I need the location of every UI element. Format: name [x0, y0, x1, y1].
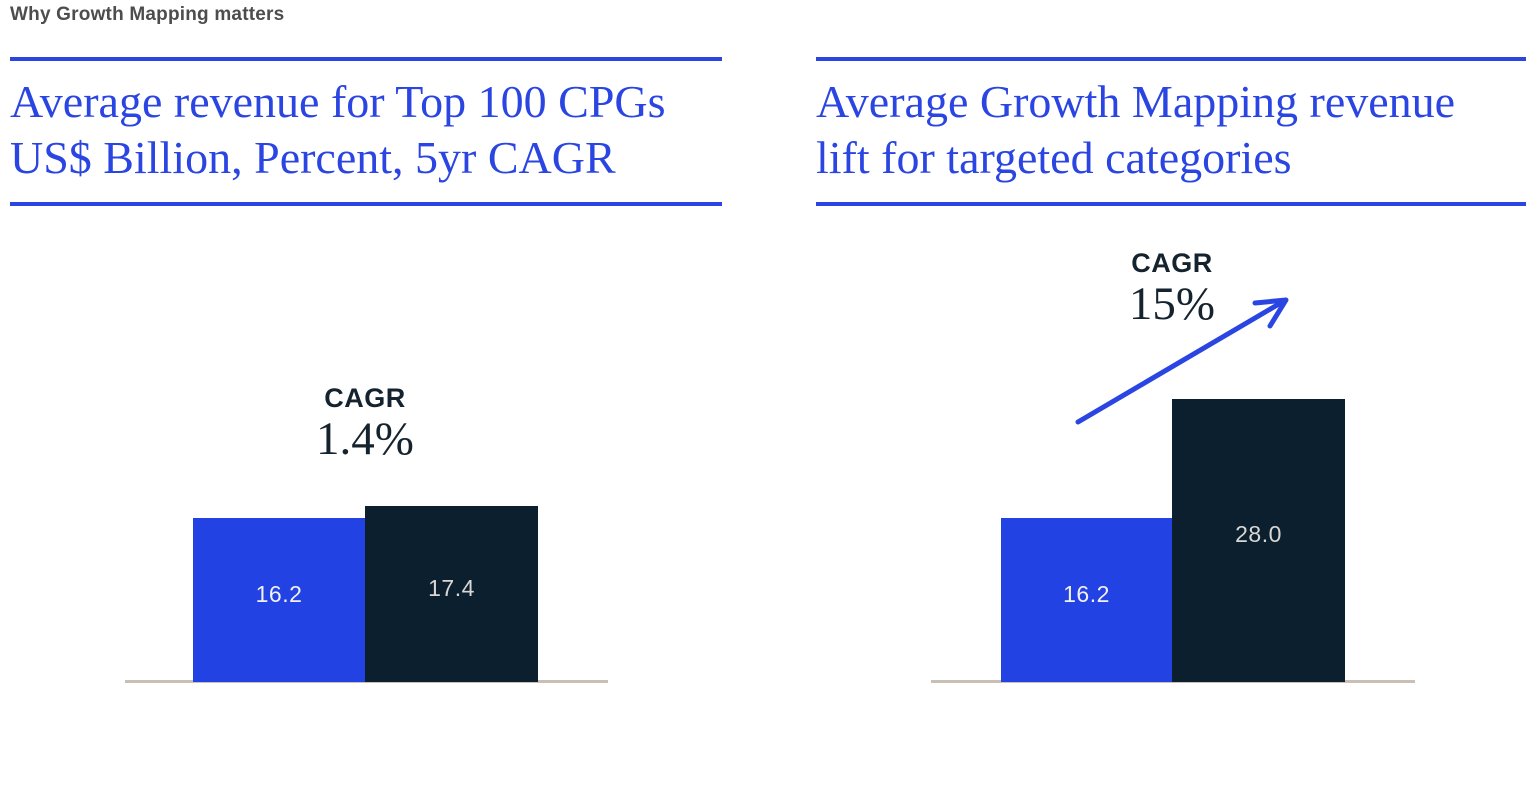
right-chart-title: Average Growth Mapping revenue lift for … [816, 74, 1532, 186]
left-chart-title-line1: Average revenue for Top 100 CPGs [10, 76, 666, 127]
right-chart-title-line1: Average Growth Mapping revenue [816, 76, 1456, 127]
left-bar-2-value-label: 17.4 [428, 574, 475, 601]
left-bar-2: 17.4 [365, 506, 538, 682]
right-bar-2: 28.0 [1172, 399, 1345, 682]
right-bar-1: 16.2 [1001, 518, 1172, 682]
left-chart-title: Average revenue for Top 100 CPGs US$ Bil… [10, 74, 730, 186]
left-bar-1-value-label: 16.2 [255, 580, 303, 607]
slide-eyebrow-title: Why Growth Mapping matters [10, 4, 285, 25]
left-cagr-value: 1.4% [316, 413, 414, 465]
right-top-divider-rule [816, 57, 1526, 61]
right-bar-2-value-label: 28.0 [1235, 521, 1282, 548]
right-bottom-divider-rule [816, 202, 1526, 206]
right-cagr-value: 15% [1128, 278, 1216, 330]
left-bar-1: 16.2 [193, 518, 365, 682]
left-chart-title-line2: US$ Billion, Percent, 5yr CAGR [10, 132, 616, 183]
right-chart-title-line2: lift for targeted categories [816, 132, 1292, 183]
right-cagr-annotation: CAGR 15% [1042, 248, 1302, 328]
left-cagr-label: CAGR [324, 383, 406, 413]
left-cagr-annotation: CAGR 1.4% [235, 383, 495, 463]
right-cagr-label: CAGR [1131, 248, 1213, 278]
left-top-divider-rule [10, 57, 722, 61]
growth-arrow-icon [1075, 297, 1289, 425]
left-bottom-divider-rule [10, 202, 722, 206]
right-bar-1-value-label: 16.2 [1063, 580, 1110, 607]
